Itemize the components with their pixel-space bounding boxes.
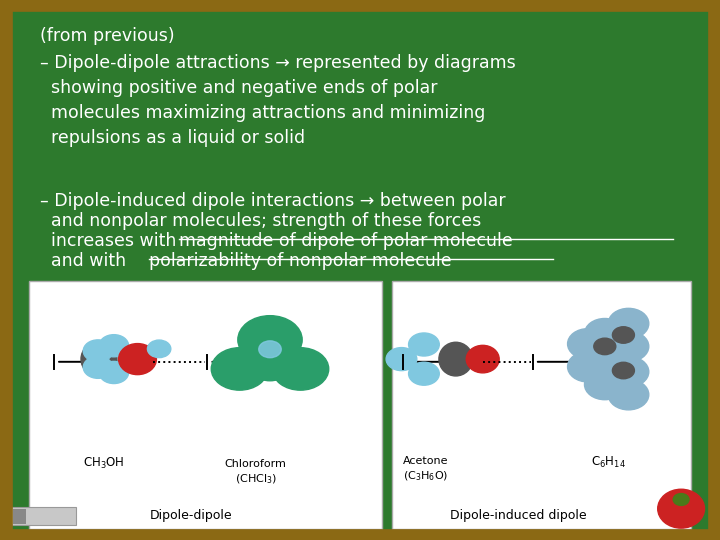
Text: CH$_3$OH: CH$_3$OH [83, 456, 125, 471]
Ellipse shape [608, 331, 649, 362]
Text: polarizability of nonpolar molecule: polarizability of nonpolar molecule [149, 252, 451, 269]
Ellipse shape [673, 494, 689, 505]
FancyBboxPatch shape [392, 281, 691, 529]
Ellipse shape [84, 340, 113, 362]
Ellipse shape [567, 352, 608, 382]
Text: Dipole-induced dipole: Dipole-induced dipole [450, 509, 587, 522]
Text: Chloroform
(CHCl$_3$): Chloroform (CHCl$_3$) [225, 459, 287, 485]
Text: – Dipole-dipole attractions → represented by diagrams
  showing positive and neg: – Dipole-dipole attractions → represente… [40, 54, 516, 147]
Ellipse shape [608, 356, 649, 387]
Ellipse shape [608, 308, 649, 339]
Ellipse shape [272, 348, 329, 390]
Ellipse shape [408, 333, 439, 356]
Ellipse shape [119, 343, 156, 375]
Ellipse shape [608, 380, 649, 410]
Ellipse shape [585, 369, 625, 400]
Ellipse shape [84, 356, 113, 379]
Ellipse shape [258, 341, 282, 357]
Ellipse shape [585, 319, 625, 349]
Text: – Dipole-induced dipole interactions → between polar: – Dipole-induced dipole interactions → b… [40, 192, 505, 210]
FancyBboxPatch shape [11, 507, 76, 525]
Ellipse shape [148, 340, 171, 357]
Ellipse shape [99, 361, 129, 383]
FancyBboxPatch shape [13, 509, 26, 524]
Ellipse shape [613, 327, 634, 343]
Text: C$_6$H$_{14}$: C$_6$H$_{14}$ [591, 455, 626, 470]
Ellipse shape [238, 316, 302, 364]
Text: Dipole-dipole: Dipole-dipole [150, 509, 232, 522]
Ellipse shape [594, 338, 616, 355]
Ellipse shape [658, 489, 704, 528]
Ellipse shape [248, 348, 292, 381]
Ellipse shape [211, 348, 268, 390]
Ellipse shape [613, 362, 634, 379]
Ellipse shape [408, 362, 439, 385]
Ellipse shape [567, 329, 608, 359]
Ellipse shape [585, 344, 625, 374]
Ellipse shape [386, 348, 417, 370]
Text: increases with: increases with [40, 232, 181, 249]
Ellipse shape [81, 341, 117, 377]
Text: Acetone
(C$_3$H$_6$O): Acetone (C$_3$H$_6$O) [403, 456, 449, 483]
Text: (from previous): (from previous) [40, 27, 174, 45]
Ellipse shape [467, 346, 499, 373]
Ellipse shape [99, 335, 129, 357]
Text: and nonpolar molecules; strength of these forces: and nonpolar molecules; strength of thes… [40, 212, 481, 230]
FancyBboxPatch shape [29, 281, 382, 529]
Ellipse shape [439, 342, 472, 376]
Text: and with: and with [40, 252, 131, 269]
Text: magnitude of dipole of polar molecule: magnitude of dipole of polar molecule [179, 232, 513, 249]
